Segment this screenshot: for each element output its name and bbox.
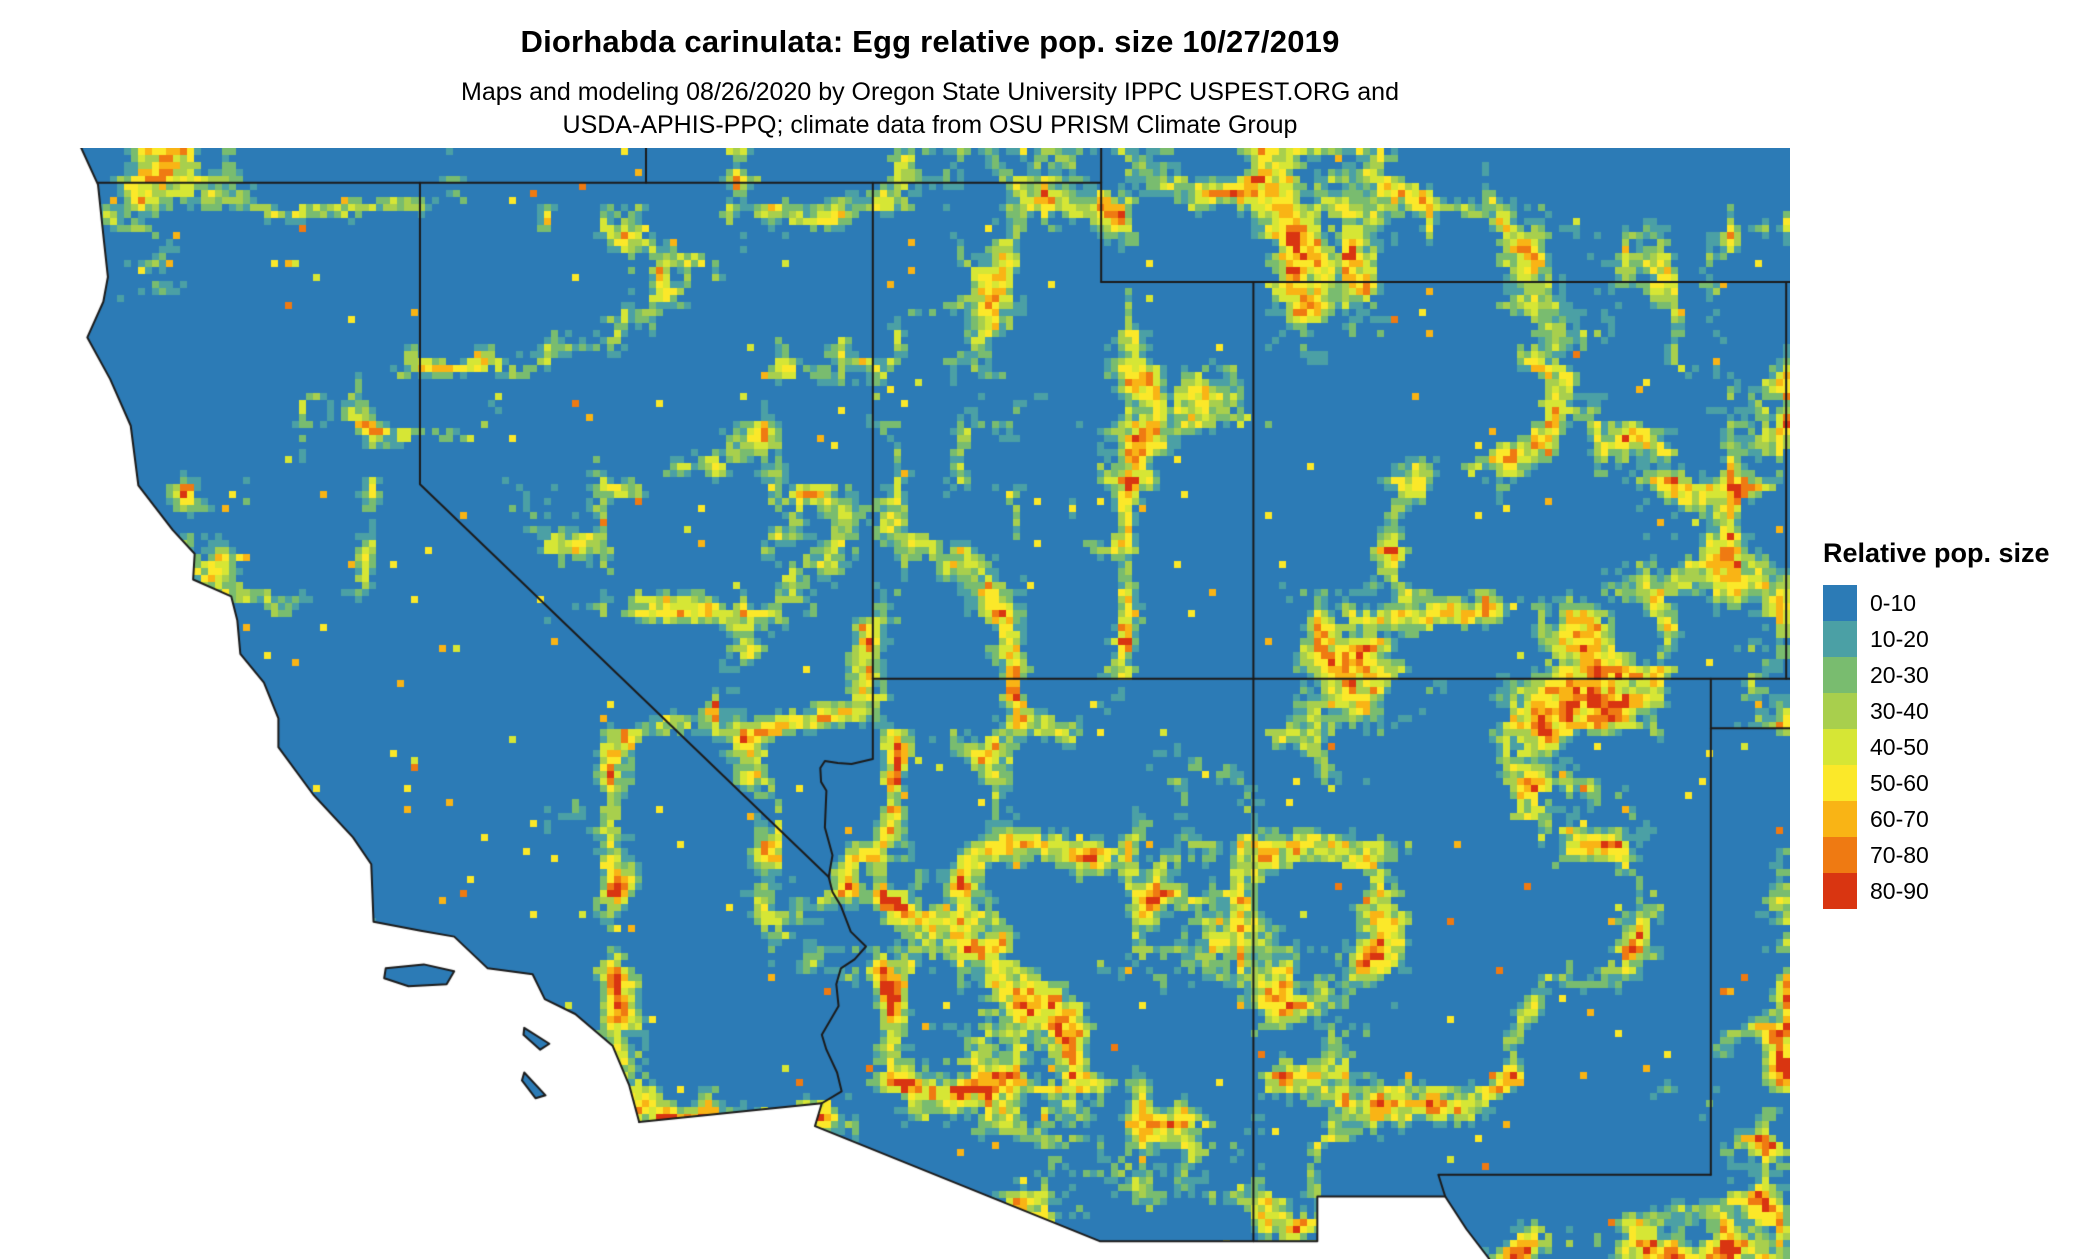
legend-swatch-60-70 xyxy=(1823,801,1857,837)
legend-swatch-80-90 xyxy=(1823,873,1857,909)
legend-item: 70-80 xyxy=(1823,837,2050,873)
legend-swatch-50-60 xyxy=(1823,765,1857,801)
legend-item: 30-40 xyxy=(1823,693,2050,729)
legend-item: 0-10 xyxy=(1823,585,2050,621)
legend-item: 20-30 xyxy=(1823,657,2050,693)
legend-label: 0-10 xyxy=(1870,589,1917,616)
legend-swatch-40-50 xyxy=(1823,729,1857,765)
legend-swatch-0-10 xyxy=(1823,585,1857,621)
legend-label: 10-20 xyxy=(1870,625,1929,652)
legend-swatch-30-40 xyxy=(1823,693,1857,729)
map-subtitle-line-1: Maps and modeling 08/26/2020 by Oregon S… xyxy=(461,78,1399,106)
legend-label: 30-40 xyxy=(1870,697,1929,724)
legend-label: 40-50 xyxy=(1870,733,1929,760)
legend-items: 0-10 10-20 20-30 30-40 40-50 50-60 60-70 70-80 8… xyxy=(1823,585,2050,909)
legend-label: 70-80 xyxy=(1870,841,1929,868)
legend-label: 80-90 xyxy=(1870,877,1929,904)
legend-item: 50-60 xyxy=(1823,765,2050,801)
legend-item: 60-70 xyxy=(1823,801,2050,837)
legend-label: 50-60 xyxy=(1870,769,1929,796)
legend-swatch-20-30 xyxy=(1823,657,1857,693)
legend-swatch-70-80 xyxy=(1823,837,1857,873)
map-subtitle-line-2: USDA-APHIS-PPQ; climate data from OSU PR… xyxy=(562,111,1298,139)
population-raster-map-canvas xyxy=(47,148,1790,1259)
legend-swatch-10-20 xyxy=(1823,621,1857,657)
legend-label: 20-30 xyxy=(1870,661,1929,688)
legend: Relative pop. size 0-10 10-20 20-30 30-40 40… xyxy=(1823,538,2050,909)
legend-item: 10-20 xyxy=(1823,621,2050,657)
legend-label: 60-70 xyxy=(1870,805,1929,832)
figure-header: Diorhabda carinulata: Egg relative pop. … xyxy=(0,24,1860,142)
map-region xyxy=(47,148,1790,1259)
legend-item: 40-50 xyxy=(1823,729,2050,765)
map-title: Diorhabda carinulata: Egg relative pop. … xyxy=(520,24,1340,59)
legend-item: 80-90 xyxy=(1823,873,2050,909)
legend-title: Relative pop. size xyxy=(1823,538,2050,568)
